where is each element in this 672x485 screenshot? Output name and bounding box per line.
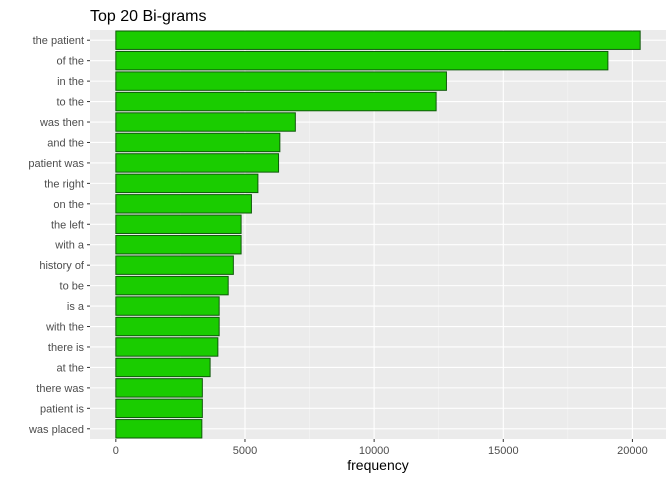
bar xyxy=(115,378,203,398)
bar xyxy=(115,30,641,50)
y-tick-label: the patient xyxy=(33,35,84,47)
chart-title: Top 20 Bi-grams xyxy=(90,8,207,25)
y-tick-label: the left xyxy=(51,219,84,231)
x-tick-label: 10000 xyxy=(359,445,390,457)
y-axis: the patient of the in the to the was then and… xyxy=(28,35,90,436)
y-tick-label: there is xyxy=(48,342,85,354)
bar xyxy=(115,398,203,419)
plot-panel xyxy=(90,30,666,439)
bar xyxy=(115,214,242,234)
x-tick-label: 0 xyxy=(113,445,119,457)
bar xyxy=(115,337,219,357)
bar xyxy=(115,275,229,296)
y-tick-label: of the xyxy=(56,56,84,68)
y-tick-label: in the xyxy=(57,76,84,88)
bar xyxy=(115,173,259,194)
bar xyxy=(115,71,447,91)
y-tick-label: with the xyxy=(45,322,84,334)
x-tick-label: 15000 xyxy=(488,445,519,457)
y-tick-label: patient was xyxy=(28,158,84,170)
y-tick-label: history of xyxy=(39,260,85,272)
y-tick-label: was placed xyxy=(28,424,84,436)
bar xyxy=(115,296,220,316)
y-tick-label: to the xyxy=(56,97,84,109)
bar xyxy=(115,132,281,153)
y-tick-label: was then xyxy=(39,117,84,129)
x-axis-title: frequency xyxy=(347,457,408,473)
y-tick-label: with a xyxy=(54,240,85,252)
bar xyxy=(115,50,609,71)
x-axis: 0 5000 10000 15000 20000 xyxy=(113,439,648,457)
bar xyxy=(115,419,203,439)
bar xyxy=(115,357,211,378)
y-tick-label: and the xyxy=(47,137,84,149)
y-tick-label: patient is xyxy=(40,403,85,415)
y-tick-label: the right xyxy=(44,178,84,190)
x-tick-label: 5000 xyxy=(233,445,257,457)
bar xyxy=(115,255,234,275)
y-tick-label: at the xyxy=(56,362,84,374)
y-tick-label: on the xyxy=(53,199,84,211)
bars-group xyxy=(115,30,641,439)
x-tick-label: 20000 xyxy=(617,445,648,457)
bar xyxy=(115,91,437,112)
bar xyxy=(115,153,280,173)
bar xyxy=(115,316,220,337)
y-tick-label: to be xyxy=(60,281,84,293)
bar xyxy=(115,112,296,132)
y-tick-label: is a xyxy=(67,301,85,313)
y-tick-label: there was xyxy=(36,383,84,395)
bar xyxy=(115,235,242,255)
bar xyxy=(115,194,252,214)
